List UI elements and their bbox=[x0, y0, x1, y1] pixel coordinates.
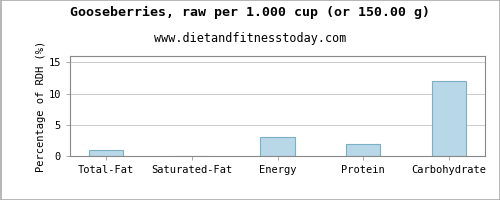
Text: www.dietandfitnesstoday.com: www.dietandfitnesstoday.com bbox=[154, 32, 346, 45]
Text: Gooseberries, raw per 1.000 cup (or 150.00 g): Gooseberries, raw per 1.000 cup (or 150.… bbox=[70, 6, 430, 19]
Bar bbox=[89, 150, 123, 156]
Bar bbox=[260, 137, 294, 156]
Bar bbox=[346, 144, 380, 156]
Y-axis label: Percentage of RDH (%): Percentage of RDH (%) bbox=[36, 40, 46, 172]
Bar bbox=[432, 81, 466, 156]
